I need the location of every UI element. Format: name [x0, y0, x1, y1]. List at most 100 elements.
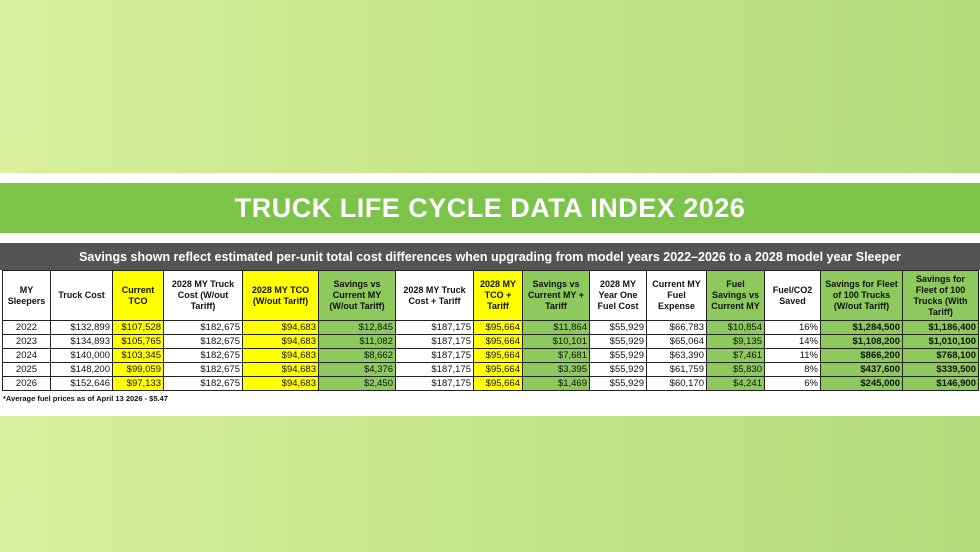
cell-2028-truck-cost-tariff: $187,175 [395, 362, 474, 377]
cell-fuel-co2-saved: 16% [764, 320, 821, 335]
cell-2028-truck-cost-tariff: $187,175 [395, 348, 474, 363]
index-panel: TRUCK LIFE CYCLE DATA INDEX 2026 Savings… [0, 173, 980, 416]
cell-2028-tco-tariff: $95,664 [473, 376, 523, 391]
cell-year: 2024 [2, 348, 51, 363]
cell-truck-cost: $134,893 [50, 334, 113, 349]
cell-fuel-co2-saved: 11% [764, 348, 821, 363]
cell-2028-tco-tariff: $95,664 [473, 362, 523, 377]
table-row: 2022 $132,899 $107,528 $182,675 $94,683 … [2, 320, 979, 335]
col-header-savings-no-tariff: Savings vs Current MY (W/out Tariff) [318, 270, 396, 321]
cell-fleet-savings-tariff: $768,100 [902, 348, 979, 363]
cell-savings-tariff: $11,864 [522, 320, 590, 335]
col-header-2028-truck-cost-tariff: 2028 MY Truck Cost + Tariff [395, 270, 474, 321]
cell-savings-tariff: $10,101 [522, 334, 590, 349]
cell-2028-truck-cost: $182,675 [163, 376, 243, 391]
cell-year: 2026 [2, 376, 51, 391]
cell-fuel-co2-saved: 14% [764, 334, 821, 349]
cell-savings-no-tariff: $8,662 [318, 348, 396, 363]
cell-2028-fuel-cost: $55,929 [589, 362, 647, 377]
cell-2028-tco: $94,683 [242, 348, 319, 363]
table-row: 2025 $148,200 $99,059 $182,675 $94,683 $… [2, 362, 979, 377]
cell-fuel-co2-saved: 8% [764, 362, 821, 377]
cell-savings-no-tariff: $2,450 [318, 376, 396, 391]
cell-savings-no-tariff: $11,082 [318, 334, 396, 349]
table-row: 2024 $140,000 $103,345 $182,675 $94,683 … [2, 348, 979, 363]
cell-fuel-savings: $7,461 [706, 348, 765, 363]
col-header-fleet-savings-no-tariff: Savings for Fleet of 100 Trucks (W/out T… [820, 270, 903, 321]
cell-savings-tariff: $1,469 [522, 376, 590, 391]
col-header-2028-tco-tariff: 2028 MY TCO + Tariff [473, 270, 523, 321]
cell-current-tco: $105,765 [112, 334, 164, 349]
table-row: 2026 $152,646 $97,133 $182,675 $94,683 $… [2, 376, 979, 391]
cell-fleet-savings-no-tariff: $245,000 [820, 376, 903, 391]
cell-2028-truck-cost-tariff: $187,175 [395, 320, 474, 335]
col-header-savings-tariff: Savings vs Current MY + Tariff [522, 270, 590, 321]
cell-fuel-savings: $9,135 [706, 334, 765, 349]
cell-year: 2022 [2, 320, 51, 335]
cell-current-fuel-expense: $65,064 [646, 334, 707, 349]
page-title: TRUCK LIFE CYCLE DATA INDEX 2026 [0, 183, 980, 233]
page-subtitle: Savings shown reflect estimated per-unit… [0, 243, 980, 270]
cell-fleet-savings-no-tariff: $1,284,500 [820, 320, 903, 335]
cell-fuel-savings: $10,854 [706, 320, 765, 335]
cell-2028-truck-cost: $182,675 [163, 348, 243, 363]
cell-current-fuel-expense: $61,759 [646, 362, 707, 377]
col-header-current-fuel-expense: Current MY Fuel Expense [646, 270, 707, 321]
cell-fleet-savings-tariff: $339,500 [902, 362, 979, 377]
col-header-fuel-savings: Fuel Savings vs Current MY [706, 270, 765, 321]
fuel-price-footnote: *Average fuel prices as of April 13 2026… [3, 394, 168, 403]
cell-2028-tco-tariff: $95,664 [473, 320, 523, 335]
cell-truck-cost: $152,646 [50, 376, 113, 391]
data-table: MY Sleepers Truck Cost Current TCO 2028 … [2, 270, 979, 391]
cell-current-tco: $99,059 [112, 362, 164, 377]
cell-2028-tco: $94,683 [242, 334, 319, 349]
col-header-fuel-co2-saved: Fuel/CO2 Saved [764, 270, 821, 321]
table-row: 2023 $134,893 $105,765 $182,675 $94,683 … [2, 334, 979, 349]
cell-2028-tco: $94,683 [242, 376, 319, 391]
cell-truck-cost: $140,000 [50, 348, 113, 363]
header-row: MY Sleepers Truck Cost Current TCO 2028 … [2, 270, 979, 321]
cell-savings-tariff: $7,681 [522, 348, 590, 363]
cell-2028-tco-tariff: $95,664 [473, 348, 523, 363]
cell-current-tco: $107,528 [112, 320, 164, 335]
cell-savings-no-tariff: $12,845 [318, 320, 396, 335]
col-header-2028-tco: 2028 MY TCO (W/out Tariff) [242, 270, 319, 321]
col-header-my-sleepers: MY Sleepers [2, 270, 51, 321]
cell-savings-no-tariff: $4,376 [318, 362, 396, 377]
cell-fuel-savings: $4,241 [706, 376, 765, 391]
cell-2028-fuel-cost: $55,929 [589, 320, 647, 335]
cell-2028-truck-cost: $182,675 [163, 334, 243, 349]
cell-2028-truck-cost-tariff: $187,175 [395, 376, 474, 391]
cell-current-tco: $103,345 [112, 348, 164, 363]
cell-current-fuel-expense: $60,170 [646, 376, 707, 391]
cell-fleet-savings-no-tariff: $1,108,200 [820, 334, 903, 349]
cell-current-tco: $97,133 [112, 376, 164, 391]
col-header-2028-truck-cost: 2028 MY Truck Cost (W/out Tariff) [163, 270, 243, 321]
cell-truck-cost: $132,899 [50, 320, 113, 335]
cell-2028-tco: $94,683 [242, 362, 319, 377]
cell-2028-fuel-cost: $55,929 [589, 334, 647, 349]
cell-2028-truck-cost: $182,675 [163, 320, 243, 335]
cell-2028-truck-cost: $182,675 [163, 362, 243, 377]
cell-current-fuel-expense: $66,783 [646, 320, 707, 335]
cell-year: 2023 [2, 334, 51, 349]
cell-savings-tariff: $3,395 [522, 362, 590, 377]
cell-2028-truck-cost-tariff: $187,175 [395, 334, 474, 349]
cell-year: 2025 [2, 362, 51, 377]
cell-2028-tco: $94,683 [242, 320, 319, 335]
cell-fleet-savings-tariff: $1,186,400 [902, 320, 979, 335]
cell-2028-tco-tariff: $95,664 [473, 334, 523, 349]
cell-2028-fuel-cost: $55,929 [589, 348, 647, 363]
col-header-fleet-savings-tariff: Savings for Fleet of 100 Trucks (With Ta… [902, 270, 979, 321]
cell-fuel-savings: $5,830 [706, 362, 765, 377]
col-header-current-tco: Current TCO [112, 270, 164, 321]
col-header-2028-fuel-cost: 2028 MY Year One Fuel Cost [589, 270, 647, 321]
cell-truck-cost: $148,200 [50, 362, 113, 377]
cell-fleet-savings-no-tariff: $437,600 [820, 362, 903, 377]
cell-current-fuel-expense: $63,390 [646, 348, 707, 363]
cell-fuel-co2-saved: 6% [764, 376, 821, 391]
cell-fleet-savings-tariff: $1,010,100 [902, 334, 979, 349]
col-header-truck-cost: Truck Cost [50, 270, 113, 321]
cell-fleet-savings-no-tariff: $866,200 [820, 348, 903, 363]
cell-2028-fuel-cost: $55,929 [589, 376, 647, 391]
